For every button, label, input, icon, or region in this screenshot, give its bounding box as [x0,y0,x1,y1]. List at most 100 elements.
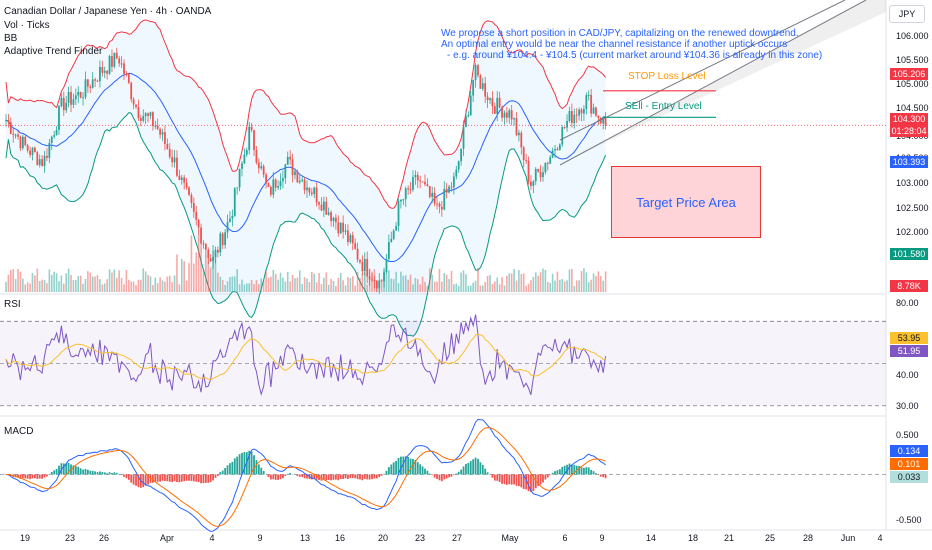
macd-hist-bar [378,474,381,478]
volume-bar [385,273,388,292]
macd-hist-bar [407,457,410,475]
candle-body [14,134,17,136]
volume-bar [460,272,462,292]
volume-bar [142,268,145,292]
macd-hist-bar [147,474,149,485]
macd-hist-bar [546,474,549,478]
indicator-trend-finder-label[interactable]: Adaptive Trend Finder [4,46,103,57]
volume-bar [284,281,287,292]
volume-bar [193,263,195,292]
candle-body [274,179,277,188]
price-tick-103: 103.000 [896,178,929,188]
stop-loss-label: STOP Loss Level [628,71,706,82]
currency-button[interactable]: JPY [889,5,925,23]
macd-hist-bar [375,474,378,479]
candle-body [279,181,282,187]
macd-hist-bar [43,474,46,478]
volume-bar [103,283,106,292]
candle-body [491,98,494,107]
macd-hist-bar [272,474,275,480]
volume-bar [344,285,347,292]
candle-body [204,244,207,250]
macd-hist-bar [359,474,361,480]
macd-hist-bar [583,467,585,475]
volume-bar [267,277,270,292]
macd-hist-bar [395,460,397,475]
candle-body [385,259,388,273]
volume-bar [445,274,448,292]
macd-hist-bar [409,458,412,475]
volume-bar [556,271,559,292]
volume-bar [467,285,470,292]
candle-body [334,217,337,223]
macd-hist-bar [226,465,229,475]
rsi-tick-30: 30.00 [896,401,919,411]
candle-body [82,97,84,99]
macd-pane-title[interactable]: MACD [4,426,34,437]
candle-body [356,248,359,260]
rsi-line [5,314,607,396]
volume-bar [489,275,491,292]
candle-body [363,258,366,272]
volume-bar [431,274,434,292]
candle-body [267,183,270,187]
volume-bar [125,270,128,292]
macd-hist-bar [166,474,169,482]
candle-body [17,134,19,137]
candle-body [144,113,147,117]
macd-hist-bar [21,474,24,479]
candle-body [185,182,188,188]
volume-bar [520,274,523,292]
candle-body [168,148,171,157]
candle-body [431,192,434,197]
volume-bar [152,285,154,292]
volume-bar [551,273,554,292]
candle-body [520,132,523,148]
rsi-pane-title[interactable]: RSI [4,299,21,310]
volume-bar [62,283,65,292]
candle-body [67,92,70,103]
candle-body [74,95,77,100]
x-label-21: 21 [723,533,735,543]
indicator-volume-label[interactable]: Vol · Ticks [4,20,50,31]
volume-bar [29,283,31,292]
candle-body [428,186,431,197]
candle-body [467,115,470,117]
candle-body [178,175,181,180]
volume-bar [508,273,511,292]
volume-bar [561,279,564,292]
candle-body [41,159,44,167]
macd-hist-bar [484,468,487,475]
volume-bar [209,267,212,292]
volume-bar [313,273,316,292]
volume-bar [258,284,260,292]
candle-body [260,166,263,169]
macd-hist-bar [149,474,152,483]
candle-body [99,67,101,82]
candle-body [226,222,229,233]
candle-body [445,188,448,193]
candle-body [50,136,53,143]
candle-body [342,222,345,232]
candle-body [457,161,460,170]
macd-hist-bar [469,461,472,475]
volume-bar [597,271,600,292]
volume-bar [419,284,421,292]
candle-body [183,177,186,183]
macd-hist-bar [26,474,29,479]
macd-hist-bar [29,474,31,480]
candle-body [465,116,467,127]
candle-body [229,218,231,223]
volume-bar [522,273,525,292]
candle-body [236,187,239,189]
volume-bar [277,279,279,292]
volume-bar [91,276,94,292]
volume-bar [10,270,12,292]
candle-body [546,162,549,164]
candle-body [58,105,60,130]
indicator-bb-label[interactable]: BB [4,33,18,44]
candle-body [556,148,559,150]
macd-tick-neg: -0.500 [896,515,922,525]
volume-bar [24,284,27,292]
